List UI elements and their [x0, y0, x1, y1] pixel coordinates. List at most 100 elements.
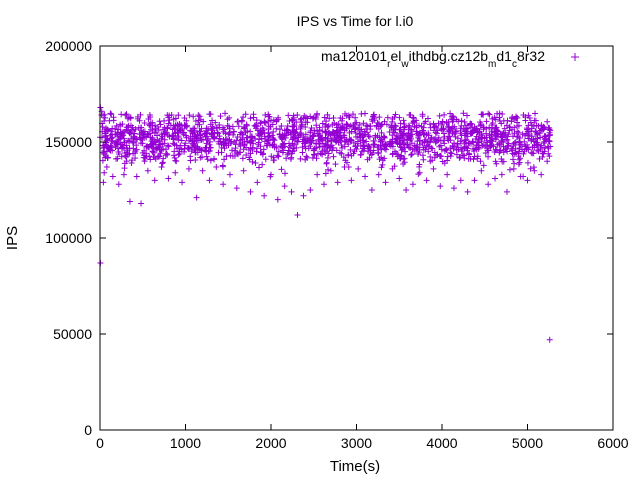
- data-point: [141, 120, 148, 127]
- data-point: [436, 112, 443, 119]
- data-point: [430, 165, 437, 172]
- data-point: [492, 175, 499, 182]
- legend-label-segment: 8r32: [517, 48, 545, 64]
- data-point: [281, 132, 288, 139]
- data-point: [327, 143, 334, 150]
- data-point: [538, 171, 545, 178]
- data-point: [149, 148, 156, 155]
- data-point: [302, 124, 309, 131]
- data-point: [504, 136, 511, 143]
- data-point: [300, 136, 307, 143]
- data-point: [510, 133, 517, 140]
- data-point: [321, 114, 328, 121]
- data-point: [293, 144, 300, 151]
- data-point: [265, 136, 272, 143]
- data-point: [454, 141, 461, 148]
- data-point: [382, 179, 389, 186]
- data-point: [520, 112, 527, 119]
- data-point: [313, 122, 320, 129]
- data-point: [201, 147, 208, 154]
- data-point: [487, 143, 494, 150]
- data-point: [432, 139, 439, 146]
- data-point: [146, 121, 153, 128]
- data-point: [252, 123, 259, 130]
- data-point: [369, 150, 376, 157]
- data-point: [161, 130, 168, 137]
- data-point: [224, 137, 231, 144]
- data-point: [288, 154, 295, 161]
- data-point: [529, 150, 536, 157]
- data-point: [439, 158, 446, 165]
- data-point: [381, 134, 388, 141]
- data-point: [336, 133, 343, 140]
- data-point: [121, 150, 128, 157]
- data-point: [103, 126, 110, 133]
- legend: ma120101relwithdbg.cz12bmd1c8r32: [321, 48, 579, 70]
- data-point: [130, 127, 137, 134]
- data-point: [163, 150, 170, 157]
- data-point: [500, 139, 507, 146]
- data-point: [160, 126, 167, 133]
- y-tick-label: 0: [84, 422, 92, 438]
- x-tick-label: 5000: [512, 435, 543, 451]
- data-point: [253, 117, 260, 124]
- data-point: [281, 183, 288, 190]
- data-point: [231, 128, 238, 135]
- data-point: [492, 158, 499, 165]
- data-point: [314, 110, 321, 117]
- data-point: [325, 122, 332, 129]
- data-point: [519, 131, 526, 138]
- data-point: [353, 134, 360, 141]
- legend-label-subscript: m: [488, 59, 496, 70]
- data-point: [462, 137, 469, 144]
- data-point: [498, 137, 505, 144]
- data-point: [500, 129, 507, 136]
- data-point: [197, 131, 204, 138]
- data-point: [172, 169, 179, 176]
- data-point: [275, 153, 282, 160]
- data-point: [166, 112, 173, 119]
- data-point: [496, 117, 503, 124]
- data-point: [533, 139, 540, 146]
- data-point: [216, 133, 223, 140]
- chart-title: IPS vs Time for l.i0: [297, 13, 414, 29]
- data-point: [466, 140, 473, 147]
- data-point: [174, 134, 181, 141]
- data-point: [494, 110, 501, 117]
- data-point: [141, 147, 148, 154]
- data-point: [324, 154, 331, 161]
- data-point: [174, 129, 181, 136]
- data-point: [103, 132, 110, 139]
- data-point: [100, 179, 107, 186]
- data-point: [419, 113, 426, 120]
- data-point: [288, 150, 295, 157]
- data-point: [175, 112, 182, 119]
- data-point: [324, 111, 331, 118]
- data-point: [400, 124, 407, 131]
- data-point: [449, 118, 456, 125]
- data-point: [221, 156, 228, 163]
- data-point: [154, 144, 161, 151]
- data-point: [161, 140, 168, 147]
- data-point: [126, 138, 133, 145]
- data-point: [325, 166, 332, 173]
- data-point: [362, 110, 369, 117]
- y-tick-label: 100000: [45, 230, 92, 246]
- data-point: [282, 170, 289, 177]
- data-point: [461, 118, 468, 125]
- data-point: [284, 126, 291, 133]
- data-point: [174, 145, 181, 152]
- data-point: [271, 137, 278, 144]
- data-point: [546, 336, 553, 343]
- data-point: [239, 155, 246, 162]
- data-point: [416, 137, 423, 144]
- data-point: [362, 173, 369, 180]
- data-point: [517, 155, 524, 162]
- data-point: [330, 144, 337, 151]
- data-point: [194, 145, 201, 152]
- data-point: [349, 111, 356, 118]
- data-point: [321, 181, 328, 188]
- data-point: [99, 157, 106, 164]
- data-point: [526, 114, 533, 121]
- data-point: [258, 149, 265, 156]
